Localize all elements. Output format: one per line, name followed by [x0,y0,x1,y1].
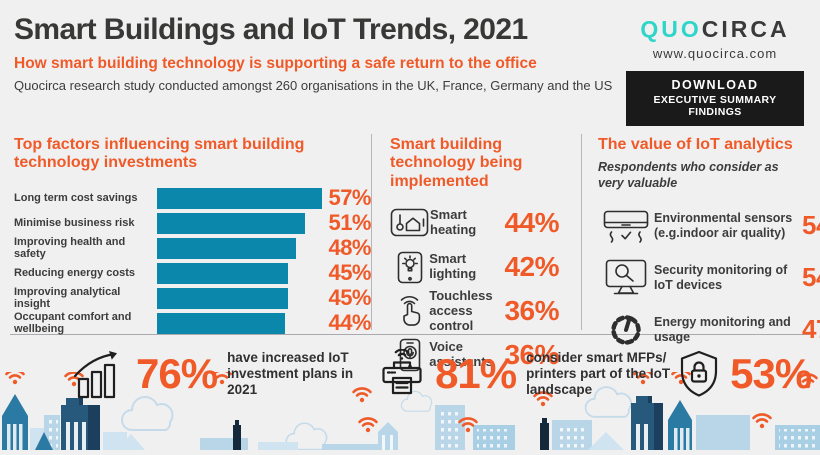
bar-track [157,187,323,209]
download-summary-button[interactable]: DOWNLOAD EXECUTIVE SUMMARY FINDINGS [626,71,804,126]
smart-heating-icon [390,208,430,238]
bar-value: 51% [328,210,371,236]
bar [157,287,288,309]
item-value: 36% [504,339,559,371]
security-monitor-icon [598,259,654,296]
bar [157,262,288,284]
bar-label: Reducing energy costs [14,267,136,280]
bar-value: 45% [328,285,371,311]
highlight-stats: 76% have increased IoT investment plans … [0,335,820,399]
quocirca-logo: QUOCIRCA [640,16,789,43]
bar-row: Long term cost savings 57% [14,185,371,211]
item-value: 47% [802,314,820,345]
page-title: Smart Buildings and IoT Trends, 2021 [14,13,528,46]
highlight-value: 53% [730,350,812,397]
bar [157,212,306,234]
list-item: Security monitoring of IoT devices 54% [598,252,820,304]
list-item: Energy monitoring and usage 47% [598,304,820,356]
bar-track [157,212,322,234]
page-description: Quocirca research study conducted amongs… [14,77,613,93]
bar-row: Improving health and safety 48% [14,235,371,261]
bar-row: Improving analytical insight 45% [14,285,371,311]
item-value: 42% [504,251,559,283]
top-factors-heading: Top factors influencing smart building t… [14,136,305,172]
bar [157,237,297,259]
list-item: Voice assistants 36% [390,333,581,377]
highlight-value: 81% [435,350,517,397]
bar-label: Improving health and safety [14,236,126,261]
smart-lighting-icon [390,251,429,284]
shield-lock-icon [678,350,720,398]
list-item: Smart heating 44% [390,201,581,245]
bar-row: Occupant comfort and wellbeing 44% [14,310,371,336]
highlight-text: consider smart MFPs/ printers part of th… [526,350,671,397]
main-content: Top factors influencing smart building t… [0,134,820,372]
bar-track [157,287,322,309]
section-technology-implemented: Smart building technology being implemen… [372,134,582,372]
logo-part-quo: QUO [640,16,702,42]
section-iot-analytics: The value of IoT analytics Respondents w… [582,134,820,345]
bar [157,187,323,209]
list-item: Smart lighting 42% [390,245,581,289]
technology-heading: Smart building technology being implemen… [390,136,523,190]
highlight-item: 53% are concerned with IoT data security [678,349,820,399]
energy-gauge-icon [598,312,654,348]
bar [157,312,285,334]
bar-track [157,237,322,259]
item-label: Voice assistants [429,339,493,370]
item-value: 54% [802,262,820,293]
item-label: Touchless access control [429,287,493,333]
section-top-factors: Top factors influencing smart building t… [0,134,372,335]
bar-value: 57% [328,185,371,211]
list-item: Environmental sensors (e.g.indoor air qu… [598,200,820,252]
analytics-subheading: Respondents who consider as very valuabl… [598,160,779,191]
item-value: 36% [504,295,559,327]
bar-label: Occupant comfort and wellbeing [14,311,132,336]
horizontal-divider [10,334,810,335]
header: Smart Buildings and IoT Trends, 2021 How… [0,0,820,126]
page-subtitle: How smart building technology is support… [14,54,537,72]
bar-track [157,262,322,284]
item-value: 54% [802,210,820,241]
touchless-access-icon [390,294,429,328]
highlight-item: 81% consider smart MFPs/ printers part o… [379,349,678,399]
bar-row: Minimise business risk 51% [14,210,371,236]
download-button-line1: DOWNLOAD [671,78,759,92]
list-item: Touchless access control 36% [390,287,581,333]
item-label: Security monitoring of IoT devices [654,262,788,292]
bar-label: Improving analytical insight [14,286,121,311]
item-label: Smart heating [430,207,477,238]
smart-printer-icon [379,349,425,399]
website-link[interactable]: www.quocirca.com [652,46,778,61]
highlight-text: have increased IoT investment plans in 2… [227,350,354,397]
bar-row: Reducing energy costs 45% [14,260,371,286]
growth-chart-icon [72,349,126,399]
bar-value: 45% [328,260,371,286]
item-label: Environmental sensors (e.g.indoor air qu… [654,210,793,240]
item-value: 44% [504,207,559,239]
bar-label: Minimise business risk [14,217,135,230]
item-label: Energy monitoring and usage [654,314,791,344]
download-button-line2: EXECUTIVE SUMMARY FINDINGS [653,94,777,118]
bar-track [157,312,322,334]
bar-label: Long term cost savings [14,192,138,205]
item-label: Smart lighting [429,251,477,282]
air-conditioner-icon [598,209,654,243]
bar-value: 44% [328,310,371,336]
logo-part-circa: CIRCA [701,16,790,42]
smart-city-skyline [0,369,820,451]
analytics-heading: The value of IoT analytics [598,136,793,153]
factors-bar-chart: Long term cost savings 57% Minimise busi… [14,185,371,336]
bar-value: 48% [328,235,371,261]
highlight-item: 76% have increased IoT investment plans … [72,349,379,399]
highlight-value: 76% [136,350,218,397]
